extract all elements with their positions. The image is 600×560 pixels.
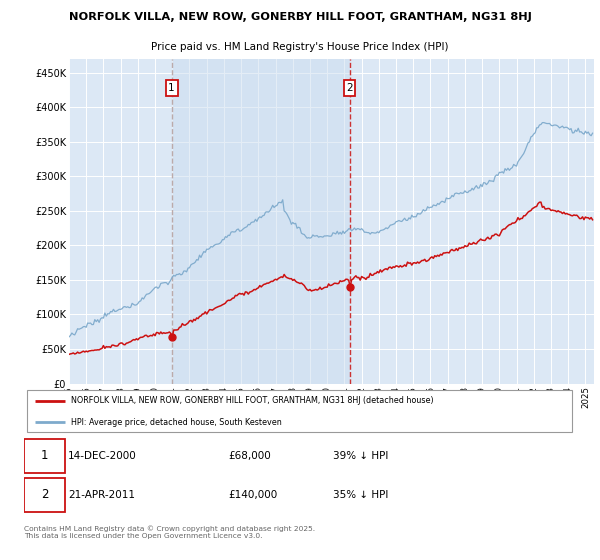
Text: £140,000: £140,000 <box>228 490 277 500</box>
Text: 1: 1 <box>41 449 49 463</box>
Text: 14-DEC-2000: 14-DEC-2000 <box>68 451 137 461</box>
FancyBboxPatch shape <box>24 438 65 473</box>
FancyBboxPatch shape <box>27 390 572 432</box>
Bar <box>172 59 350 384</box>
Text: £68,000: £68,000 <box>228 451 271 461</box>
Text: 1: 1 <box>168 83 175 93</box>
Text: NORFOLK VILLA, NEW ROW, GONERBY HILL FOOT, GRANTHAM, NG31 8HJ: NORFOLK VILLA, NEW ROW, GONERBY HILL FOO… <box>68 12 532 22</box>
Text: HPI: Average price, detached house, South Kesteven: HPI: Average price, detached house, Sout… <box>71 418 281 427</box>
Text: Contains HM Land Registry data © Crown copyright and database right 2025.
This d: Contains HM Land Registry data © Crown c… <box>24 525 315 539</box>
Text: Price paid vs. HM Land Registry's House Price Index (HPI): Price paid vs. HM Land Registry's House … <box>151 43 449 52</box>
Text: 39% ↓ HPI: 39% ↓ HPI <box>333 451 388 461</box>
Text: 2: 2 <box>41 488 49 501</box>
Text: 2: 2 <box>346 83 353 93</box>
Text: 21-APR-2011: 21-APR-2011 <box>68 490 135 500</box>
Text: 35% ↓ HPI: 35% ↓ HPI <box>333 490 388 500</box>
FancyBboxPatch shape <box>24 478 65 512</box>
Text: NORFOLK VILLA, NEW ROW, GONERBY HILL FOOT, GRANTHAM, NG31 8HJ (detached house): NORFOLK VILLA, NEW ROW, GONERBY HILL FOO… <box>71 396 434 405</box>
